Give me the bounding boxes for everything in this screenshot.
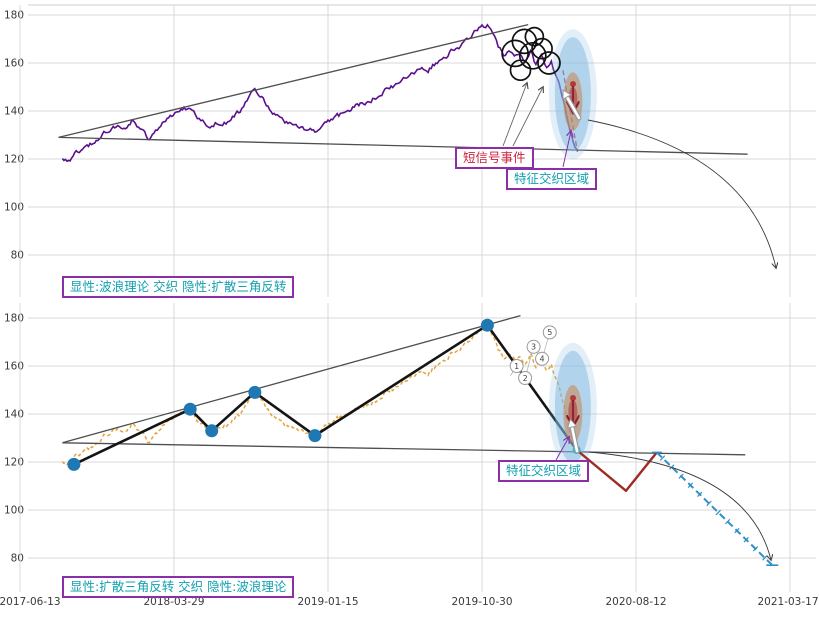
- event-circle: [537, 51, 561, 75]
- zone-connector-arrow: [562, 131, 571, 168]
- projection-curve-arrow: [588, 451, 771, 560]
- forecast-blue-tick: [743, 537, 749, 543]
- y-tick-label: 180: [4, 10, 24, 22]
- y-tick-label: 180: [4, 313, 24, 325]
- legend-top-label: 显性:波浪理论 交织 隐性:扩散三角反转: [62, 276, 295, 298]
- pivot-dot: [308, 429, 322, 443]
- lower-trendline: [58, 136, 748, 155]
- wave-count-circle: [526, 339, 541, 354]
- forecast-blue-tick: [706, 500, 712, 507]
- panel-top-chart: 180 160 140 120 100 80: [4, 4, 816, 297]
- x-tick-label: 2018-03-29: [143, 596, 204, 608]
- forecast-blue-tick: [659, 455, 666, 461]
- wave-count-number: 5: [547, 328, 552, 337]
- wave-count-number: 1: [514, 362, 519, 371]
- x-tick-label: 2021-03-17: [757, 596, 818, 608]
- forecast-blue-tick: [687, 482, 694, 488]
- wave-count-number: 4: [540, 355, 545, 364]
- signal-dot: [570, 81, 576, 87]
- x-tick-label: 2019-10-30: [451, 596, 512, 608]
- y-tick-label: 160: [4, 58, 24, 70]
- label-connector-arrow: [502, 83, 527, 147]
- forecast-blue-tick: [724, 518, 731, 525]
- panel-bottom-chart: 180 160 140 120 100 80 2017-06-13 2018-03-29 201…: [0, 303, 819, 608]
- feature-zone-bottom-label: 特征交织区域: [498, 460, 590, 482]
- forecast-blue-line: [656, 451, 773, 566]
- upper-trendline: [62, 314, 521, 444]
- wave-count-circle: [542, 325, 557, 340]
- zone-connector-arrow: [555, 437, 569, 461]
- upper-trendline: [58, 23, 529, 139]
- signal-dot: [570, 395, 576, 401]
- x-tick-label: 2019-01-15: [297, 596, 358, 608]
- white-arrow-head: [566, 418, 578, 429]
- projection-curve-arrow: [587, 119, 776, 268]
- forecast-blue-tick: [678, 473, 684, 479]
- pivot-dot: [480, 318, 494, 332]
- wave-count-circle: [518, 371, 533, 385]
- pivot-dot: [67, 457, 81, 471]
- short-signal-label: 短信号事件: [455, 147, 534, 169]
- wave-count-number: 2: [523, 374, 528, 383]
- forecast-blue-tick: [697, 491, 703, 498]
- legend-bottom-label: 显性:扩散三角反转 交织 隐性:波浪理论: [62, 576, 295, 598]
- price-line: [61, 23, 578, 163]
- event-circle: [509, 59, 532, 82]
- lower-trendline: [62, 442, 746, 456]
- y-tick-label: 80: [11, 553, 24, 565]
- feature-zone-top-label: 特征交织区域: [506, 168, 598, 190]
- y-tick-label: 100: [4, 202, 24, 214]
- white-arrow: [570, 425, 579, 453]
- y-tick-label: 140: [4, 106, 24, 118]
- label-connector-arrow: [512, 87, 543, 147]
- event-circle: [524, 26, 545, 47]
- pivot-dot: [205, 424, 219, 438]
- y-tick-label: 80: [11, 250, 24, 262]
- forecast-blue-tick: [734, 527, 740, 534]
- white-arrow-head: [562, 89, 572, 101]
- forecast-blue-tick: [752, 546, 759, 552]
- y-tick-label: 100: [4, 505, 24, 517]
- event-circle: [518, 41, 547, 70]
- y-tick-label: 160: [4, 361, 24, 373]
- wave-count-circle: [509, 359, 524, 373]
- wave-count-circle: [535, 351, 550, 366]
- y-tick-label: 120: [4, 457, 24, 469]
- x-tick-label: 2020-08-12: [605, 596, 666, 608]
- pivot-dot: [248, 385, 262, 399]
- white-arrow: [565, 95, 581, 120]
- zigzag-wave-line: [73, 323, 578, 466]
- pivot-dot: [183, 402, 197, 416]
- x-tick-label: 2017-06-13: [0, 596, 61, 608]
- wave-count-number: 3: [531, 343, 536, 352]
- forecast-blue-tick: [715, 509, 721, 516]
- forecast-red-line: [575, 449, 658, 492]
- y-tick-label: 140: [4, 409, 24, 421]
- y-tick-label: 120: [4, 154, 24, 166]
- event-circle: [531, 37, 553, 60]
